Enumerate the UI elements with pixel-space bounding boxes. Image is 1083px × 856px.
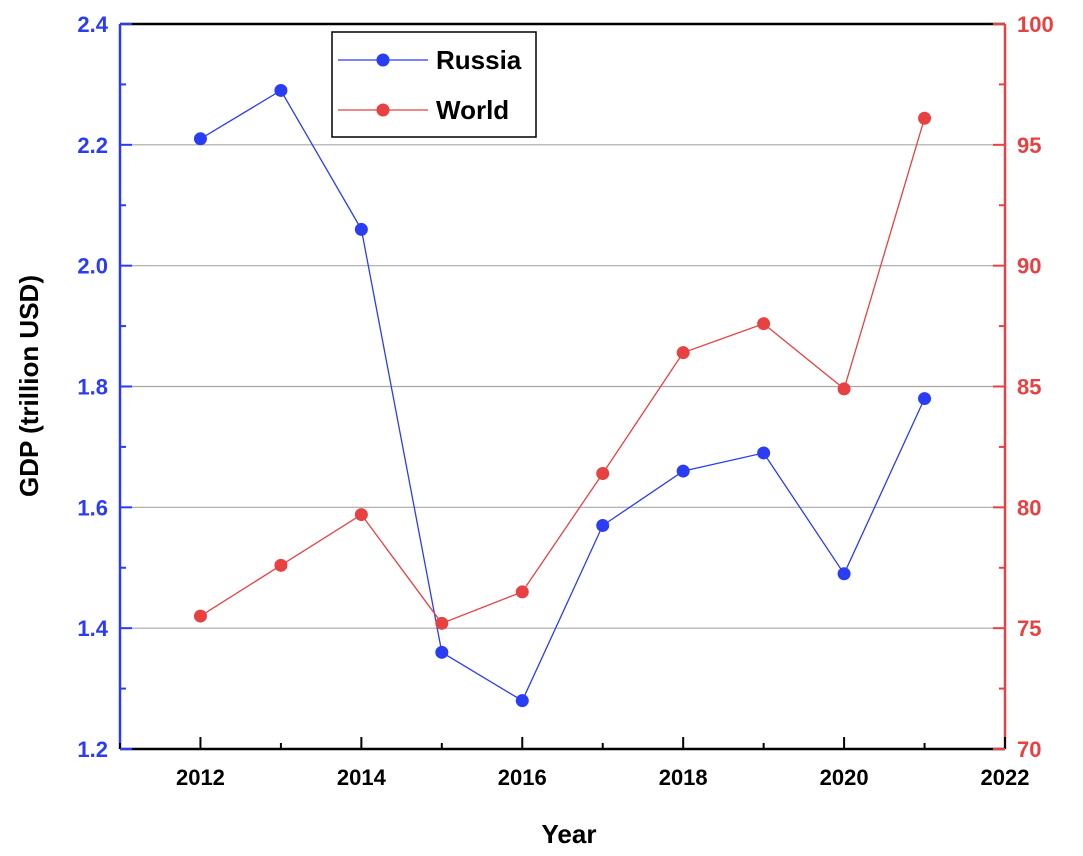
x-tick-label: 2018 [659,765,708,790]
right-tick-label: 80 [1017,495,1041,520]
y-axis-title: GDP (trillion USD) [14,275,44,497]
right-tick-label: 75 [1017,616,1041,641]
x-tick-label: 2020 [820,765,869,790]
data-point-world [837,382,851,396]
series-line-world [200,118,926,625]
data-point-world [918,111,932,125]
data-point-world [274,558,288,572]
data-point-russia [354,222,368,236]
legend-box [331,31,537,138]
left-tick-label: 1.4 [77,616,108,641]
left-tick-label: 2.2 [77,133,108,158]
x-tick-label: 2016 [498,765,547,790]
legend-swatch-marker [376,103,390,117]
ticks-layer: 2012 2014 2016 2018 2020 2022 1.2 1.4 1.6 1.8 2.0 2… [77,12,1053,790]
x-tick-label: 2022 [981,765,1030,790]
legend-label: World [436,95,509,125]
right-tick-label: 70 [1017,737,1041,762]
right-tick-label: 100 [1017,12,1054,37]
data-point-russia [435,645,449,659]
right-tick-label: 85 [1017,375,1041,400]
x-tick-label: 2012 [176,765,225,790]
data-point-world [354,508,368,522]
x-axis-title: Year [542,819,597,849]
data-point-world [757,317,771,331]
data-point-russia [918,392,932,406]
data-point-world [676,346,690,360]
grid-lines [120,144,1005,629]
data-point-russia [676,464,690,478]
series-layer [193,83,932,708]
left-tick-label: 2.0 [77,254,108,279]
data-point-world [193,609,207,623]
data-point-world [515,585,529,599]
legend: Russia World [331,31,537,138]
left-tick-label: 1.8 [77,375,108,400]
x-tick-label: 2014 [337,765,387,790]
right-tick-label: 90 [1017,254,1041,279]
data-point-world [596,467,610,480]
left-tick-label: 1.6 [77,495,108,520]
left-tick-label: 1.2 [77,737,108,762]
series-line-russia [200,89,926,702]
data-point-russia [515,694,529,708]
legend-swatch-marker [376,53,390,67]
data-point-russia [757,446,771,460]
data-point-russia [193,132,207,146]
left-tick-label: 2.4 [77,12,108,37]
data-point-russia [596,518,610,532]
data-point-russia [274,83,288,97]
data-point-world [435,616,449,630]
data-point-russia [837,567,851,581]
legend-label: Russia [436,45,522,75]
right-tick-label: 95 [1017,133,1041,158]
